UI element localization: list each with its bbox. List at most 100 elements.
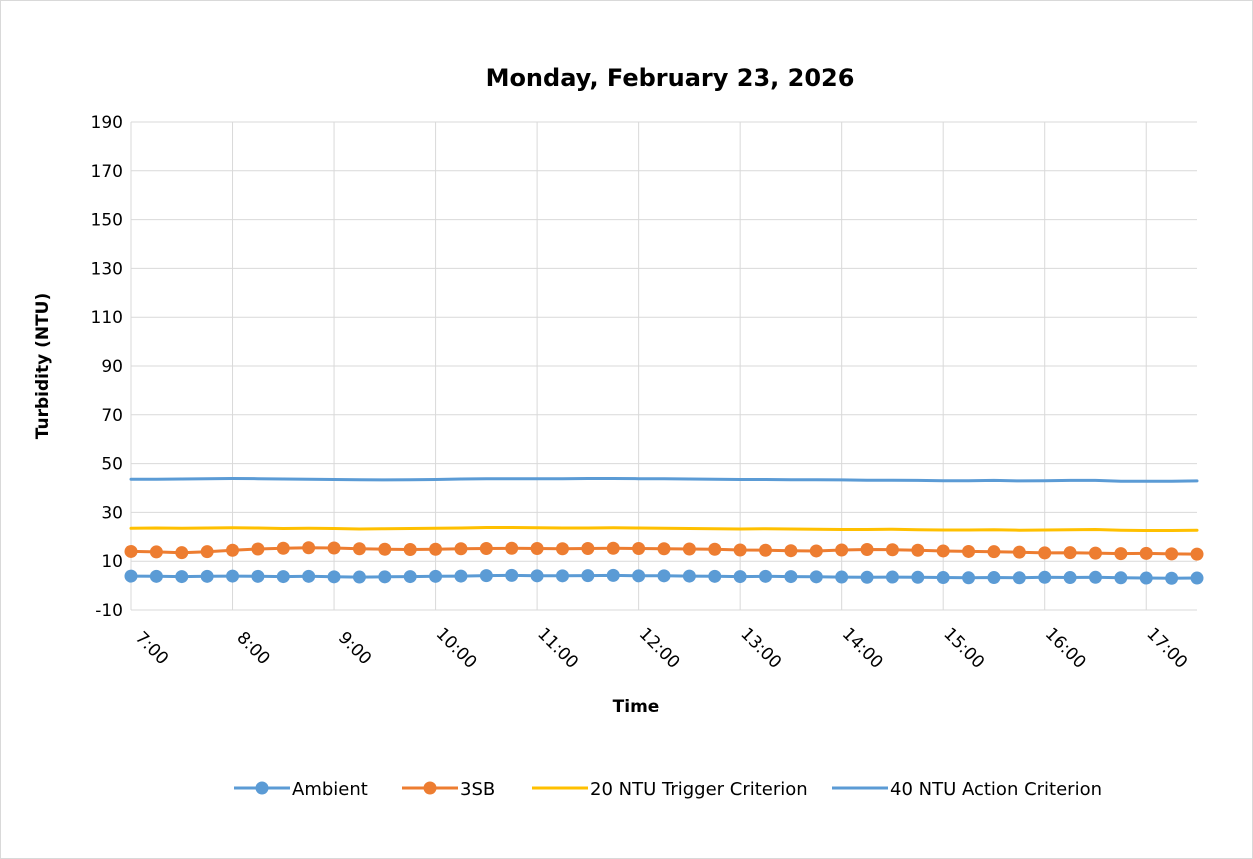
y-tick-label: 190 bbox=[91, 113, 123, 133]
data-point-ambient bbox=[327, 570, 341, 584]
data-point-ambient bbox=[1190, 571, 1204, 585]
data-point-ambient bbox=[200, 569, 214, 583]
x-tick-label: 8:00 bbox=[232, 628, 273, 669]
data-point-ambient bbox=[911, 570, 925, 584]
data-point-ambient bbox=[860, 570, 874, 584]
data-point-ambient bbox=[581, 569, 595, 583]
data-point-3sb bbox=[226, 543, 240, 557]
data-point-3sb bbox=[1114, 547, 1128, 561]
data-point-ambient bbox=[1114, 571, 1128, 585]
data-point-ambient bbox=[784, 570, 798, 584]
y-tick-label: 170 bbox=[91, 162, 123, 182]
data-point-ambient bbox=[1165, 571, 1179, 585]
data-point-ambient bbox=[632, 569, 646, 583]
y-tick-label: 130 bbox=[91, 259, 123, 279]
x-tick-label: 15:00 bbox=[939, 624, 988, 673]
data-point-3sb bbox=[327, 541, 341, 555]
legend-item: 20 NTU Trigger Criterion bbox=[532, 779, 808, 800]
data-point-3sb bbox=[276, 541, 290, 555]
data-point-3sb bbox=[962, 544, 976, 558]
y-tick-label: 10 bbox=[101, 552, 123, 572]
data-point-ambient bbox=[479, 569, 493, 583]
legend-label: 3SB bbox=[460, 779, 495, 800]
x-tick-label: 7:00 bbox=[131, 628, 172, 669]
data-point-3sb bbox=[302, 541, 316, 555]
y-tick-label: 90 bbox=[101, 357, 123, 377]
y-tick-label: 70 bbox=[101, 406, 123, 426]
data-point-3sb bbox=[251, 542, 265, 556]
data-point-3sb bbox=[809, 544, 823, 558]
y-tick-label: 150 bbox=[91, 211, 123, 231]
data-point-ambient bbox=[555, 569, 569, 583]
data-point-3sb bbox=[352, 542, 366, 556]
data-point-3sb bbox=[860, 542, 874, 556]
legend-item: 3SB bbox=[402, 779, 495, 800]
data-point-3sb bbox=[1038, 546, 1052, 560]
legend-swatch-marker bbox=[255, 781, 269, 795]
data-point-ambient bbox=[403, 570, 417, 584]
chart-title: Monday, February 23, 2026 bbox=[486, 64, 855, 92]
x-tick-label: 17:00 bbox=[1142, 624, 1191, 673]
legend-label: 20 NTU Trigger Criterion bbox=[590, 779, 808, 800]
data-point-3sb bbox=[530, 542, 544, 556]
y-tick-label: -10 bbox=[95, 601, 123, 621]
data-point-ambient bbox=[251, 569, 265, 583]
x-tick-label: 16:00 bbox=[1041, 624, 1090, 673]
data-point-ambient bbox=[885, 570, 899, 584]
y-tick-label: 50 bbox=[101, 455, 123, 475]
data-point-ambient bbox=[226, 569, 240, 583]
y-tick-label: 30 bbox=[101, 503, 123, 523]
data-point-ambient bbox=[987, 571, 1001, 585]
data-point-3sb bbox=[936, 544, 950, 558]
data-point-ambient bbox=[606, 568, 620, 582]
data-point-3sb bbox=[581, 542, 595, 556]
data-point-ambient bbox=[733, 570, 747, 584]
data-point-ambient bbox=[505, 568, 519, 582]
data-point-3sb bbox=[987, 545, 1001, 559]
data-point-3sb bbox=[759, 543, 773, 557]
data-point-3sb bbox=[682, 542, 696, 556]
y-axis-title: Turbidity (NTU) bbox=[33, 293, 53, 440]
legend: Ambient 3SB 20 NTU Trigger Criterion 40 NTU… bbox=[234, 779, 1102, 800]
data-point-3sb bbox=[124, 544, 138, 558]
data-point-3sb bbox=[1063, 546, 1077, 560]
data-point-3sb bbox=[1088, 546, 1102, 560]
series-line-40-ntu-action-criterion bbox=[129, 477, 1199, 483]
x-tick-label: 10:00 bbox=[432, 624, 481, 673]
data-point-ambient bbox=[1038, 570, 1052, 584]
data-point-3sb bbox=[606, 541, 620, 555]
data-point-3sb bbox=[454, 542, 468, 556]
legend-label: Ambient bbox=[292, 779, 368, 800]
data-point-ambient bbox=[682, 569, 696, 583]
data-point-ambient bbox=[657, 569, 671, 583]
data-point-3sb bbox=[429, 542, 443, 556]
data-point-ambient bbox=[1063, 571, 1077, 585]
data-point-ambient bbox=[454, 569, 468, 583]
data-point-3sb bbox=[378, 542, 392, 556]
data-point-ambient bbox=[759, 569, 773, 583]
legend-item: 40 NTU Action Criterion bbox=[832, 779, 1102, 800]
gridlines bbox=[130, 121, 1197, 611]
x-tick-label: 9:00 bbox=[334, 628, 375, 669]
data-point-3sb bbox=[657, 542, 671, 556]
data-point-3sb bbox=[835, 543, 849, 557]
data-point-ambient bbox=[149, 569, 163, 583]
data-point-3sb bbox=[479, 542, 493, 556]
data-point-ambient bbox=[352, 570, 366, 584]
data-point-ambient bbox=[936, 571, 950, 585]
data-point-3sb bbox=[885, 543, 899, 557]
y-tick-label: 110 bbox=[91, 308, 123, 328]
series-line-20-ntu-trigger-criterion bbox=[129, 526, 1199, 532]
data-point-3sb bbox=[175, 546, 189, 560]
data-point-3sb bbox=[708, 542, 722, 556]
data-point-3sb bbox=[1139, 546, 1153, 560]
data-point-ambient bbox=[1139, 571, 1153, 585]
x-tick-label: 12:00 bbox=[635, 624, 684, 673]
y-axis-ticks: -10 10 30 50 70 90 110 130 150 170 190 bbox=[91, 113, 123, 621]
x-axis-ticks: 7:00 8:00 9:00 10:00 11:00 12:00 13:00 14:00 15:… bbox=[131, 624, 1191, 673]
data-point-ambient bbox=[378, 570, 392, 584]
data-point-ambient bbox=[530, 569, 544, 583]
data-point-3sb bbox=[149, 545, 163, 559]
data-point-ambient bbox=[124, 569, 138, 583]
